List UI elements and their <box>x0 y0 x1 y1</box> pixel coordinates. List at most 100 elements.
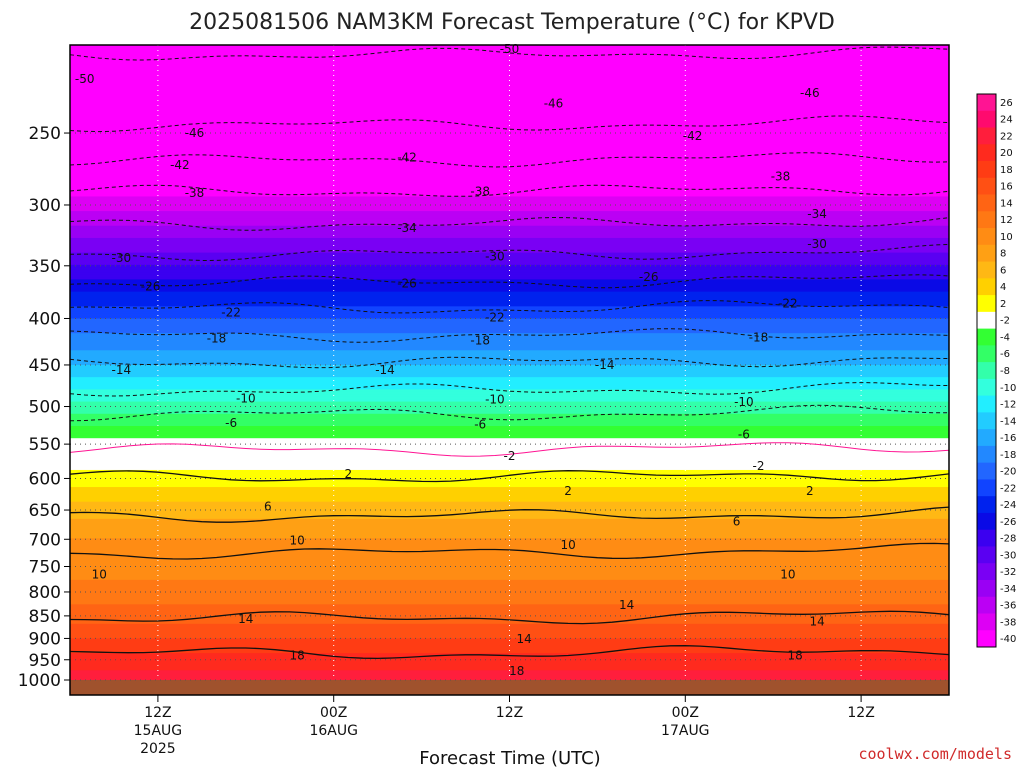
temperature-band <box>70 206 949 210</box>
temperature-band <box>70 374 949 378</box>
temperature-band <box>70 128 949 132</box>
y-tick-label: 950 <box>29 651 61 671</box>
isotherm-label: -14 <box>595 358 615 372</box>
colorbar-swatch <box>977 529 996 547</box>
isotherm-label: -10 <box>236 392 256 406</box>
colorbar-label: -20 <box>1000 467 1016 478</box>
temperature-band <box>70 338 949 342</box>
temperature-band <box>70 49 949 53</box>
isotherm-14 <box>70 610 949 625</box>
x-tick-label: 15AUG <box>134 723 183 739</box>
isotherm-18 <box>70 645 949 660</box>
temperature-band <box>70 489 949 493</box>
temperature-band <box>70 460 949 464</box>
temperature-band <box>70 377 949 381</box>
colorbar-label: -10 <box>1000 383 1016 394</box>
temperature-band <box>70 479 949 483</box>
isotherm-label: -30 <box>807 237 827 251</box>
temperature-band <box>70 594 949 598</box>
isotherm-label: -42 <box>397 151 417 165</box>
temperature-band <box>70 369 949 373</box>
temperature-band <box>70 667 949 671</box>
colorbar-label: 18 <box>1000 165 1013 176</box>
temperature-band <box>70 45 949 49</box>
temperature-band <box>70 325 949 329</box>
colorbar-label: 20 <box>1000 148 1013 159</box>
temperature-band <box>70 152 949 156</box>
temperature-band <box>70 191 949 195</box>
temperature-band <box>70 382 949 386</box>
x-tick-label: 12Z <box>144 705 171 721</box>
temperature-band <box>70 660 949 664</box>
temperature-band <box>70 320 949 325</box>
temperature-band <box>70 130 949 134</box>
temperature-band <box>70 411 949 415</box>
isotherm-label: -6 <box>474 417 486 431</box>
grid-lines <box>70 45 949 681</box>
colorbar-swatch <box>977 161 996 179</box>
isotherm-label: -2 <box>753 459 765 473</box>
color-legend: 26 24 22 20 18 16 14 12 10 8 6 4 2 -2 -4 -6 -8 -10 -12 -14 -… <box>976 93 1016 648</box>
temperature-band <box>70 589 949 593</box>
temperature-band <box>70 120 949 124</box>
x-axis-label: Forecast Time (UTC) <box>419 748 600 768</box>
temperature-band <box>70 665 949 669</box>
isotherm-label: -6 <box>225 416 237 430</box>
temperature-band <box>70 587 949 591</box>
isotherm-label: -22 <box>778 296 798 310</box>
colorbar-swatch <box>977 395 996 413</box>
temperature-band <box>70 645 949 649</box>
temperature-band <box>70 150 949 154</box>
colorbar-swatch <box>977 462 996 480</box>
temperature-band <box>70 553 949 557</box>
temperature-band <box>70 86 949 90</box>
temperature-band <box>70 467 949 471</box>
isotherm-label: -6 <box>738 428 750 442</box>
temperature-band <box>70 545 949 549</box>
isotherm-2 <box>70 470 949 483</box>
colorbar-swatch <box>977 110 996 128</box>
temperature-band <box>70 267 949 271</box>
y-tick-label: 700 <box>29 530 61 550</box>
temperature-band <box>70 626 949 630</box>
isotherm-label: -38 <box>470 185 490 199</box>
temperature-band <box>70 172 949 176</box>
temperature-band <box>70 364 949 368</box>
temperature-band <box>70 264 949 268</box>
credit-text: coolwx.com/models <box>858 745 1012 763</box>
temperature-band <box>70 650 949 654</box>
temperature-band <box>70 391 949 395</box>
isotherm-label: 2 <box>564 484 572 498</box>
colorbar-label: -8 <box>1000 366 1010 377</box>
isotherm-contours <box>70 46 949 660</box>
temperature-band <box>70 416 949 420</box>
temperature-band <box>70 636 949 640</box>
temperature-band <box>70 501 949 505</box>
colorbar-label: -32 <box>1000 567 1016 578</box>
temperature-band <box>70 662 949 666</box>
temperature-band <box>70 333 949 337</box>
temperature-band <box>70 176 949 180</box>
temperature-band <box>70 340 949 344</box>
colorbar-label: -12 <box>1000 400 1016 411</box>
colorbar-swatch <box>977 579 996 598</box>
isotherm-label: -46 <box>185 126 205 140</box>
temperature-band <box>70 474 949 478</box>
colorbar-label: -28 <box>1000 534 1016 545</box>
y-tick-label: 600 <box>29 469 61 489</box>
isotherm-label: -34 <box>807 207 827 221</box>
isotherm-label: -38 <box>771 169 791 183</box>
temperature-band <box>70 355 949 359</box>
pressure-axis: 2503003504004505005506006507007508008509… <box>18 124 70 691</box>
colorbar-swatch <box>977 194 996 212</box>
temperature-band <box>70 540 949 544</box>
temperature-band <box>70 147 949 151</box>
temperature-band <box>70 401 949 405</box>
temperature-band <box>70 506 949 510</box>
temperature-band <box>70 582 949 586</box>
temperature-band <box>70 560 949 564</box>
y-tick-label: 650 <box>29 501 61 521</box>
temperature-band <box>70 132 949 136</box>
temperature-band <box>70 567 949 571</box>
colorbar-label: -36 <box>1000 601 1016 612</box>
